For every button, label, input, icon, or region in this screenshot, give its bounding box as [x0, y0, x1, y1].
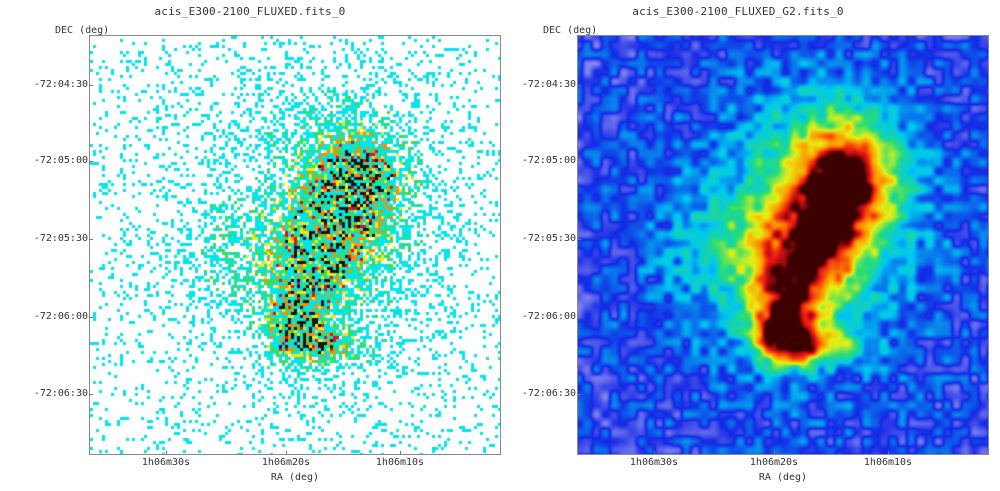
ra-tick-mark	[286, 451, 287, 455]
raw-counts-image	[90, 36, 500, 454]
dec-tick-label: -72:04:30	[33, 79, 88, 90]
left-image-panel: acis_E300-2100_FLUXED.fits_0 DEC (deg) -…	[33, 5, 501, 483]
dec-tick-label: -72:04:30	[521, 79, 576, 90]
image-frame-raw[interactable]	[89, 35, 501, 455]
dec-tick-label: -72:05:00	[521, 155, 576, 166]
dec-tick-mark	[89, 239, 93, 240]
dec-tick-mark	[89, 394, 93, 395]
ra-tick-mark	[774, 451, 775, 455]
dec-tick-label: -72:05:00	[33, 155, 88, 166]
dec-tick-mark	[577, 85, 581, 86]
ra-tick-label: 1h06m30s	[141, 457, 191, 468]
ra-tick-mark	[400, 451, 401, 455]
dec-tick-label: -72:06:30	[521, 388, 576, 399]
right-image-panel: acis_E300-2100_FLUXED_G2.fits_0 DEC (deg…	[488, 0, 989, 491]
dec-tick-mark	[577, 161, 581, 162]
panel-title: acis_E300-2100_FLUXED.fits_0	[154, 5, 346, 18]
ra-tick-mark	[888, 451, 889, 455]
ra-axis-label: RA (deg)	[270, 472, 320, 483]
ra-tick-label: 1h06m10s	[863, 457, 913, 468]
dec-tick-mark	[89, 85, 93, 86]
dec-tick-mark	[577, 317, 581, 318]
dec-axis-label: DEC (deg)	[55, 25, 110, 36]
dec-tick-mark	[577, 239, 581, 240]
ra-tick-mark	[654, 451, 655, 455]
ra-tick-label: 1h06m20s	[749, 457, 799, 468]
ra-axis-label: RA (deg)	[758, 472, 808, 483]
image-frame-smoothed[interactable]	[577, 35, 989, 455]
ra-tick-label: 1h06m20s	[261, 457, 311, 468]
dec-axis-label: DEC (deg)	[543, 25, 598, 36]
smoothed-image	[578, 36, 988, 454]
dec-tick-label: -72:06:00	[521, 311, 576, 322]
dec-tick-label: -72:06:00	[33, 311, 88, 322]
dec-tick-mark	[577, 394, 581, 395]
dec-tick-mark	[89, 317, 93, 318]
ra-tick-mark	[166, 451, 167, 455]
dec-tick-label: -72:05:30	[33, 233, 88, 244]
ra-tick-label: 1h06m10s	[375, 457, 425, 468]
dec-tick-label: -72:05:30	[521, 233, 576, 244]
dec-tick-mark	[89, 161, 93, 162]
panel-title: acis_E300-2100_FLUXED_G2.fits_0	[632, 5, 844, 18]
ra-tick-label: 1h06m30s	[629, 457, 679, 468]
dec-tick-label: -72:06:30	[33, 388, 88, 399]
